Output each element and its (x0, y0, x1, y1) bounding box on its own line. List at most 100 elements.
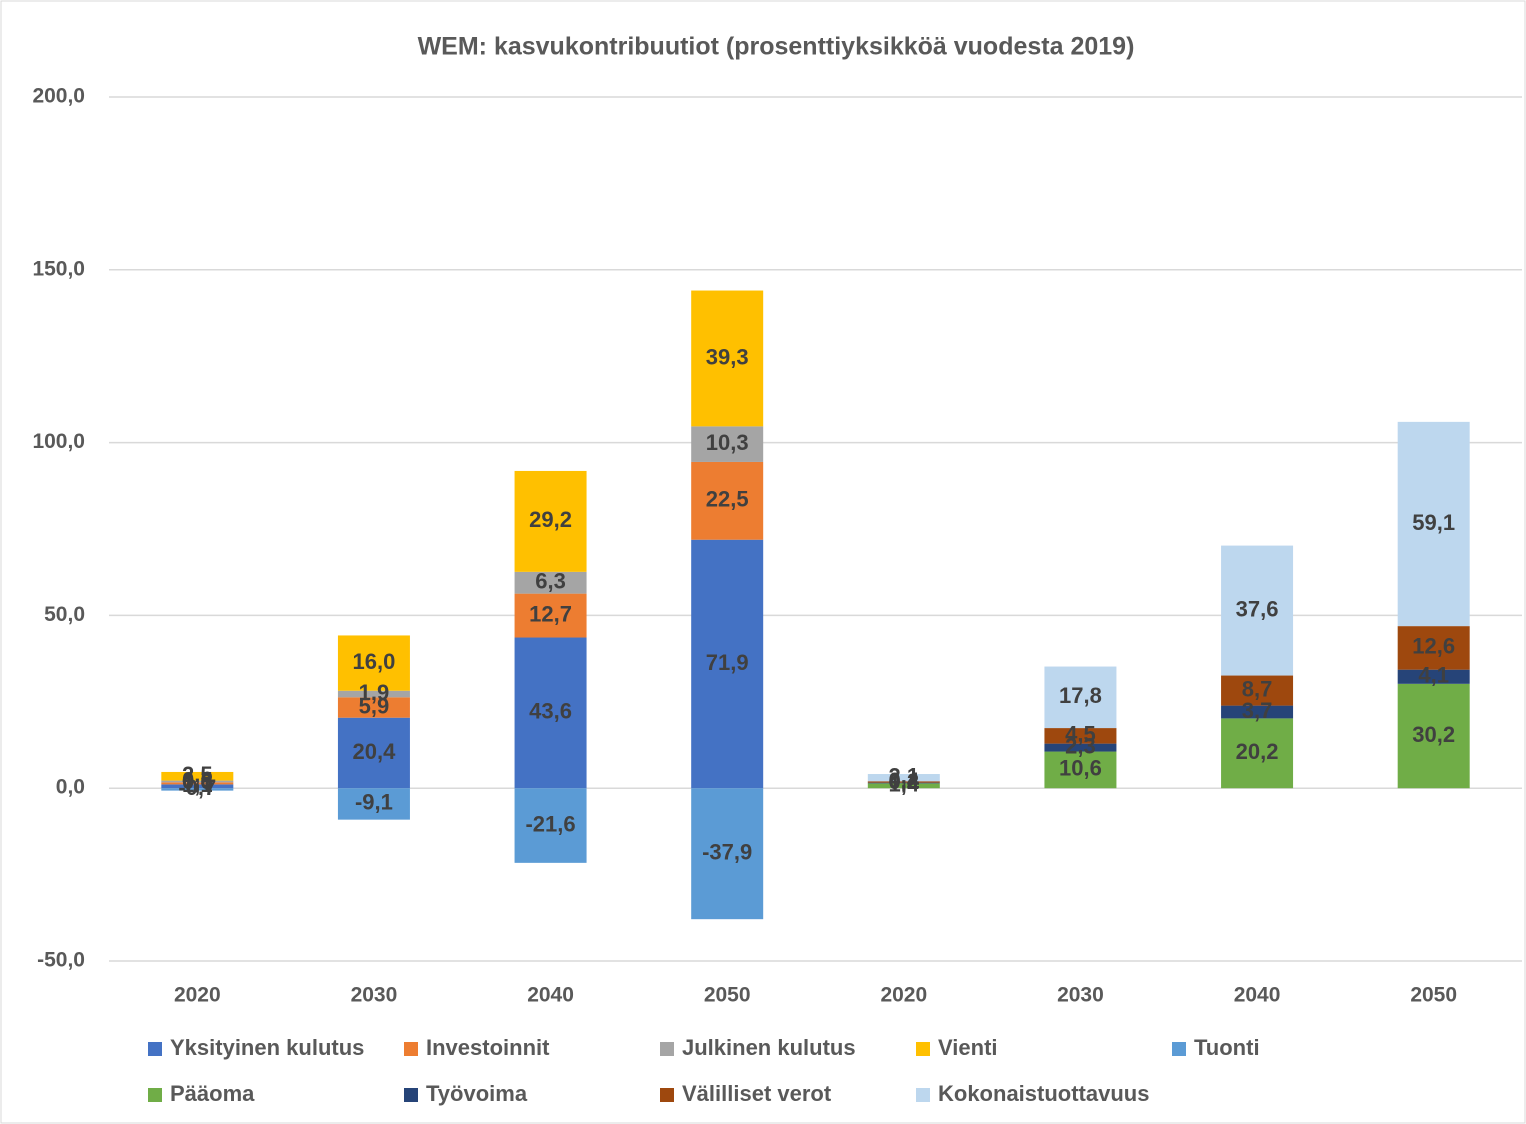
bar-segment (161, 780, 234, 783)
legend-swatch (660, 1088, 674, 1102)
data-label: -0,7 (178, 775, 216, 800)
bar-segment (1044, 743, 1117, 752)
bar-segment (337, 697, 410, 718)
bar-segment (691, 426, 764, 462)
y-tick-label: 100,0 (32, 430, 85, 453)
bar-segment (867, 781, 940, 783)
y-tick-label: 200,0 (32, 85, 85, 108)
legend-label: Julkinen kulutus (682, 1035, 856, 1060)
data-label: 1,9 (359, 680, 390, 705)
data-label: 0,5 (182, 767, 213, 792)
legend-label: Kokonaistuottavuus (938, 1081, 1149, 1106)
data-label: 0,2 (889, 769, 920, 794)
chart-title: WEM: kasvukontribuutiot (prosenttiyksikk… (418, 33, 1135, 61)
data-label: 0,4 (889, 768, 920, 793)
x-tick-label: 2020 (880, 984, 927, 1007)
bar-segment (1397, 683, 1470, 789)
bar-segment (1044, 728, 1117, 744)
bar-segment (161, 771, 234, 781)
bar-segment (867, 783, 940, 789)
data-label: 4,5 (1065, 722, 1096, 747)
bar-segment (1397, 669, 1470, 684)
x-tick-label: 2020 (174, 984, 221, 1007)
bar-segment (1044, 666, 1117, 729)
y-tick-label: 150,0 (32, 257, 85, 280)
x-tick-label: 2050 (704, 984, 751, 1007)
x-tick-label: 2050 (1410, 984, 1457, 1007)
legend-swatch (148, 1088, 162, 1102)
x-tick-label: 2030 (1057, 984, 1104, 1007)
y-tick-label: 0,0 (56, 776, 85, 799)
data-label: -37,9 (702, 840, 752, 865)
bar-segment (161, 784, 234, 789)
data-label: 10,6 (1059, 756, 1102, 781)
data-label: -9,1 (355, 790, 393, 815)
bar-segment (514, 637, 587, 789)
data-label: 59,1 (1412, 510, 1455, 535)
legend-label: Yksityinen kulutus (170, 1035, 364, 1060)
data-label: 39,3 (706, 344, 749, 369)
bar-segment (161, 788, 234, 791)
legend-swatch (148, 1042, 162, 1056)
bar-segment (161, 782, 234, 785)
data-label: 17,8 (1059, 683, 1102, 708)
data-label: 20,4 (353, 739, 397, 764)
data-label: 1,4 (889, 772, 920, 797)
bar-segment (514, 571, 587, 594)
data-label: 22,5 (706, 487, 749, 512)
legend-swatch (404, 1088, 418, 1102)
bar-segment (1044, 751, 1117, 789)
legend-label: Työvoima (426, 1081, 528, 1106)
data-label: 0,6 (182, 769, 213, 794)
data-label: 2,5 (182, 762, 213, 787)
bar-segment (1397, 626, 1470, 670)
bar-segment (514, 788, 587, 863)
bar-segment (337, 690, 410, 698)
bar-segment (691, 788, 764, 920)
data-label: 29,2 (529, 507, 572, 532)
bar-segment (337, 717, 410, 789)
legend-swatch (916, 1088, 930, 1102)
legend-label: Vienti (938, 1035, 998, 1060)
data-label: 6,3 (535, 569, 566, 594)
bar-segment (1221, 545, 1294, 676)
data-label: -21,6 (525, 811, 575, 836)
data-label: 30,2 (1412, 722, 1455, 747)
data-label: 43,6 (529, 699, 572, 724)
legend-label: Pääoma (170, 1081, 255, 1106)
legend-label: Investoinnit (426, 1035, 550, 1060)
bar-segment (1397, 421, 1470, 627)
legend-swatch (916, 1042, 930, 1056)
bar-segment (1221, 675, 1294, 706)
bar-segment (691, 461, 764, 540)
bar-segment (867, 774, 940, 782)
legend-swatch (404, 1042, 418, 1056)
bar-segment (867, 782, 940, 784)
legend-swatch (660, 1042, 674, 1056)
bar-segment (337, 635, 410, 691)
data-label: 5,9 (359, 693, 390, 718)
data-label: 1,1 (182, 772, 213, 797)
legend-swatch (1172, 1042, 1186, 1056)
bar-segment (514, 470, 587, 572)
legend-label: Välilliset verot (682, 1081, 832, 1106)
y-tick-label: 50,0 (44, 603, 85, 626)
data-label: 4,1 (1418, 663, 1449, 688)
bar-segment (337, 788, 410, 820)
data-label: 71,9 (706, 650, 749, 675)
bar-segment (691, 539, 764, 789)
x-tick-label: 2040 (527, 984, 574, 1007)
bar-segment (691, 290, 764, 427)
x-tick-label: 2030 (351, 984, 398, 1007)
bar-segment (1221, 705, 1294, 719)
data-label: 2,3 (1065, 733, 1096, 758)
data-label: 20,2 (1236, 739, 1279, 764)
data-label: 10,3 (706, 430, 749, 455)
data-label: 12,6 (1412, 634, 1455, 659)
data-label: 16,0 (353, 649, 396, 674)
data-label: 12,7 (529, 601, 572, 626)
data-label: 3,7 (1242, 698, 1273, 723)
data-label: 37,6 (1236, 596, 1279, 621)
y-tick-label: -50,0 (37, 949, 85, 972)
